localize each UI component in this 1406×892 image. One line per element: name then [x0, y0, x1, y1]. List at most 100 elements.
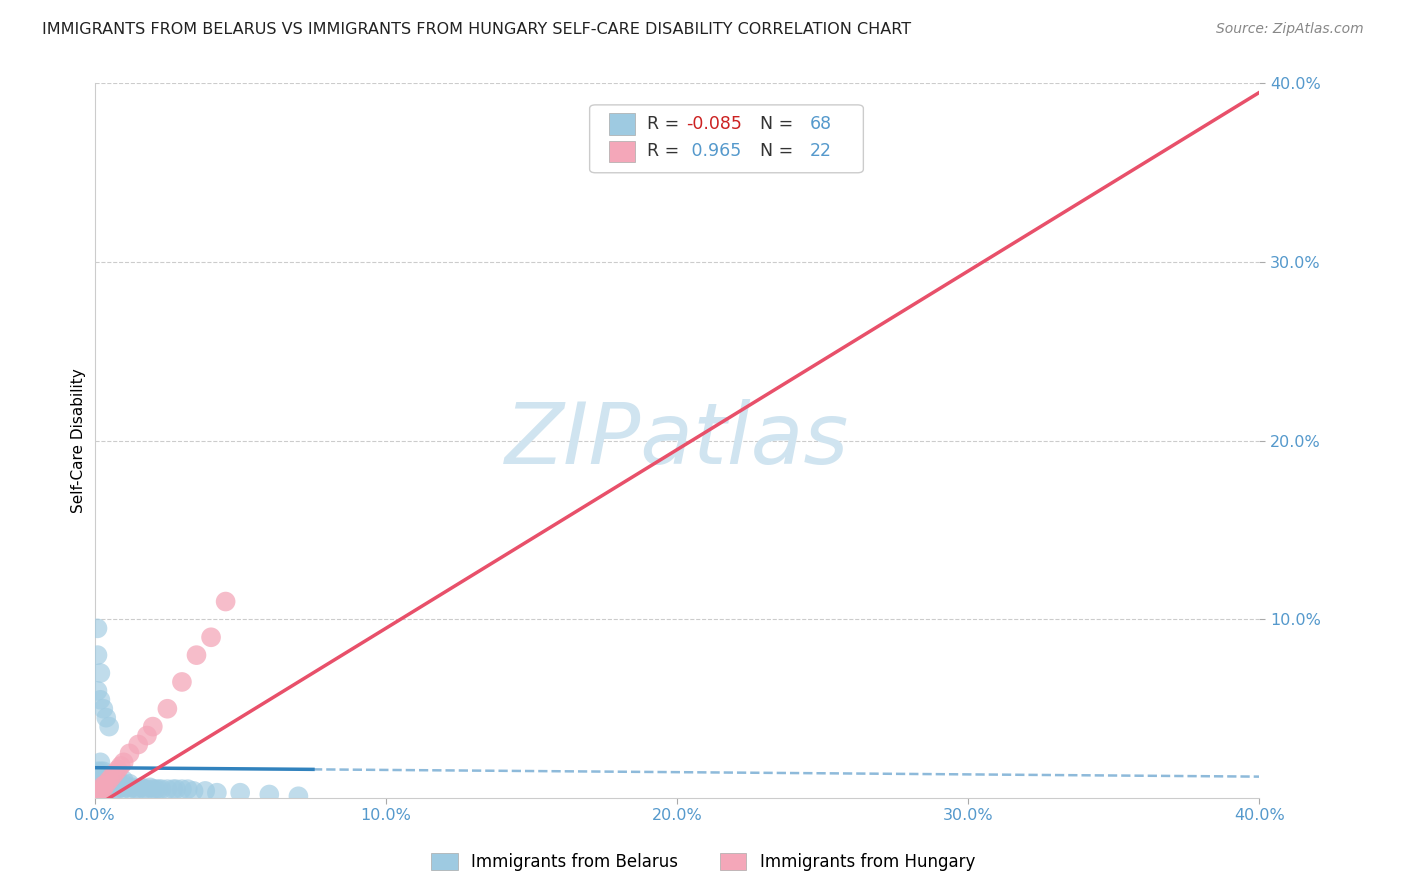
Point [86, 621, 108, 635]
Point [129, 780, 152, 795]
Point [156, 702, 179, 716]
Point [259, 788, 281, 802]
Text: Source: ZipAtlas.com: Source: ZipAtlas.com [1216, 22, 1364, 37]
Point [86, 786, 108, 800]
Point [89, 665, 111, 680]
Point [145, 782, 167, 797]
Text: N =: N = [749, 143, 799, 161]
Point [86, 684, 108, 698]
Point [186, 648, 208, 662]
Point [91, 777, 114, 791]
Point [118, 747, 141, 761]
Point [86, 777, 108, 791]
Point [91, 782, 114, 797]
Point [96, 770, 118, 784]
Text: R =: R = [647, 115, 685, 133]
FancyBboxPatch shape [609, 141, 636, 162]
Point [89, 773, 111, 788]
Point [170, 675, 193, 690]
Point [142, 720, 165, 734]
Point [96, 780, 118, 795]
Point [91, 779, 114, 793]
Point [183, 784, 205, 798]
Point [101, 777, 124, 791]
Text: 68: 68 [810, 115, 832, 133]
Point [96, 777, 118, 791]
Point [89, 777, 111, 791]
Text: IMMIGRANTS FROM BELARUS VS IMMIGRANTS FROM HUNGARY SELF-CARE DISABILITY CORRELAT: IMMIGRANTS FROM BELARUS VS IMMIGRANTS FR… [42, 22, 911, 37]
Point [89, 756, 111, 770]
Point [156, 782, 179, 797]
Point [98, 773, 121, 788]
Point [112, 782, 135, 797]
Point [127, 738, 149, 752]
Point [142, 782, 165, 797]
Point [165, 782, 187, 797]
Point [170, 782, 193, 797]
Point [89, 780, 111, 795]
Point [89, 693, 111, 707]
Point [96, 711, 118, 725]
Point [214, 594, 236, 608]
Point [229, 786, 252, 800]
Point [107, 763, 129, 777]
Point [91, 770, 114, 784]
Point [121, 780, 143, 795]
Point [89, 764, 111, 779]
Point [110, 759, 132, 773]
Point [127, 782, 149, 797]
Point [194, 784, 217, 798]
Point [118, 782, 141, 797]
Text: -0.085: -0.085 [686, 115, 742, 133]
Text: N =: N = [749, 115, 799, 133]
Point [91, 702, 114, 716]
Point [139, 780, 162, 795]
Point [98, 777, 121, 791]
Point [96, 773, 118, 788]
Point [98, 773, 121, 788]
FancyBboxPatch shape [589, 105, 863, 173]
Legend: Immigrants from Belarus, Immigrants from Hungary: Immigrants from Belarus, Immigrants from… [423, 845, 983, 880]
FancyBboxPatch shape [609, 113, 636, 135]
Point [162, 782, 184, 797]
Text: R =: R = [647, 143, 685, 161]
Point [112, 756, 135, 770]
Point [91, 780, 114, 795]
Point [86, 648, 108, 662]
Point [101, 773, 124, 788]
Point [200, 630, 222, 644]
Y-axis label: Self-Care Disability: Self-Care Disability [72, 368, 86, 513]
Point [101, 780, 124, 795]
Point [136, 729, 159, 743]
Point [104, 782, 127, 797]
Point [287, 789, 309, 804]
Text: 0.965: 0.965 [686, 143, 741, 161]
Point [86, 773, 108, 788]
Point [86, 770, 108, 784]
Point [98, 720, 121, 734]
Point [136, 782, 159, 797]
Point [86, 764, 108, 779]
Point [101, 770, 124, 784]
Point [110, 780, 132, 795]
Point [205, 786, 228, 800]
Point [96, 777, 118, 791]
Point [98, 770, 121, 784]
Point [91, 764, 114, 779]
Point [148, 782, 170, 797]
Point [89, 782, 111, 797]
Text: ZIPatlas: ZIPatlas [505, 400, 849, 483]
Point [86, 788, 108, 802]
Point [89, 770, 111, 784]
Point [115, 780, 138, 795]
Point [132, 782, 155, 797]
Text: 22: 22 [810, 143, 832, 161]
Point [112, 777, 135, 791]
Point [177, 782, 200, 797]
Point [118, 777, 141, 791]
Point [104, 766, 127, 780]
Point [98, 782, 121, 797]
Point [107, 777, 129, 791]
Point [107, 782, 129, 797]
Point [150, 782, 173, 797]
